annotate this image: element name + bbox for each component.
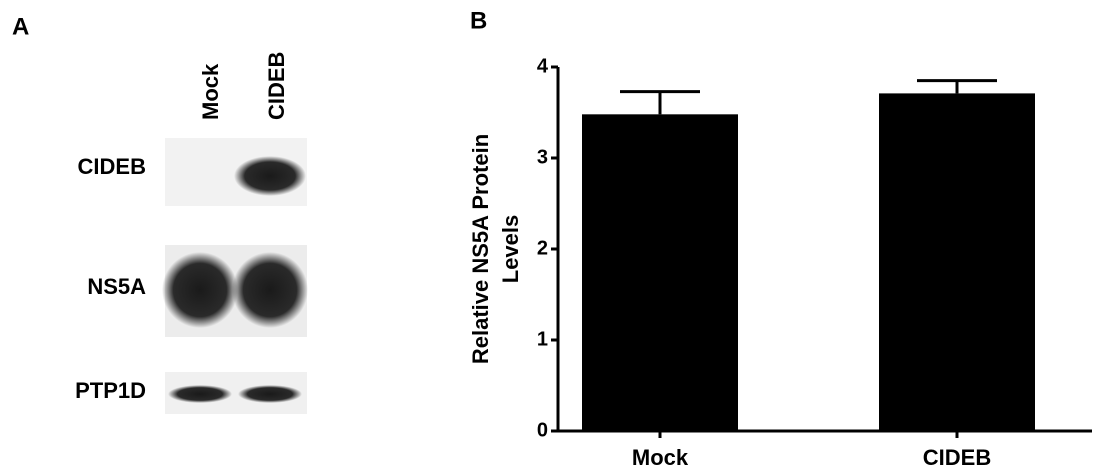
y-tick-label: 1 [537, 328, 548, 350]
panel-label: B [470, 7, 487, 34]
row-label: PTP1D [75, 378, 146, 403]
bar [879, 93, 1035, 431]
y-tick-label: 0 [537, 419, 548, 441]
lane-label: Mock [198, 63, 223, 120]
x-tick-label: Mock [632, 445, 689, 470]
blot-band [234, 156, 306, 196]
blot-band [232, 252, 308, 328]
x-tick-label: CIDEB [923, 445, 991, 470]
y-axis-title: Relative NS5A Protein [468, 134, 493, 364]
blot-band [168, 385, 232, 403]
page: A Mock CIDEB CIDEB NS5A PTP1D B Relative… [0, 0, 1096, 473]
y-tick-label: 3 [537, 146, 548, 168]
panel-label: A [12, 13, 29, 40]
y-tick-label: 2 [537, 237, 548, 259]
figure: A Mock CIDEB CIDEB NS5A PTP1D B Relative… [0, 0, 1096, 473]
lane-label: CIDEB [264, 52, 289, 120]
bar [582, 114, 738, 431]
y-tick-label: 4 [537, 55, 549, 77]
row-label: CIDEB [78, 154, 146, 179]
blot-band [238, 385, 302, 403]
y-axis-title: Levels [498, 215, 523, 284]
row-label: NS5A [87, 274, 146, 299]
blot-band [162, 252, 238, 328]
